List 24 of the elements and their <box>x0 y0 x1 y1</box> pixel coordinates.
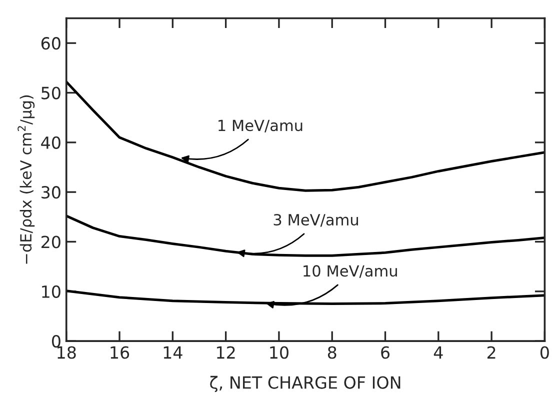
x-tick-label: 10 <box>270 346 288 359</box>
x-tick-label: 16 <box>110 346 130 359</box>
annotation: 3 MeV/amu <box>274 214 358 227</box>
x-tick-label: 2 <box>487 346 496 359</box>
x-tick-label: 6 <box>381 346 390 359</box>
y-tick-label: 30 <box>42 186 60 199</box>
line-series <box>66 214 545 257</box>
line-series <box>66 80 545 192</box>
x-tick-label: 8 <box>328 346 336 359</box>
y-axis-title: −dE/ρdx (keV cm$^{2}$/μg) <box>18 95 35 264</box>
y-tick-label: 50 <box>42 86 60 100</box>
x-axis-title: ζ, NET CHARGE OF ION <box>210 376 400 392</box>
y-tick-label: 10 <box>42 285 60 298</box>
x-tick-label: 12 <box>217 346 235 359</box>
y-tick-label: 0 <box>52 335 60 348</box>
y-tick-label: 20 <box>42 236 60 248</box>
y-tick-label: 60 <box>41 37 60 50</box>
x-tick-label: 0 <box>540 346 549 359</box>
x-tick-label: 14 <box>164 346 182 359</box>
y-tick-label: 40 <box>41 136 60 149</box>
x-tick-label: 4 <box>434 346 443 359</box>
x-tick-label: 18 <box>58 346 76 359</box>
annotation: 1 MeV/amu <box>218 120 302 132</box>
annotation: 10 MeV/amu <box>304 265 397 278</box>
